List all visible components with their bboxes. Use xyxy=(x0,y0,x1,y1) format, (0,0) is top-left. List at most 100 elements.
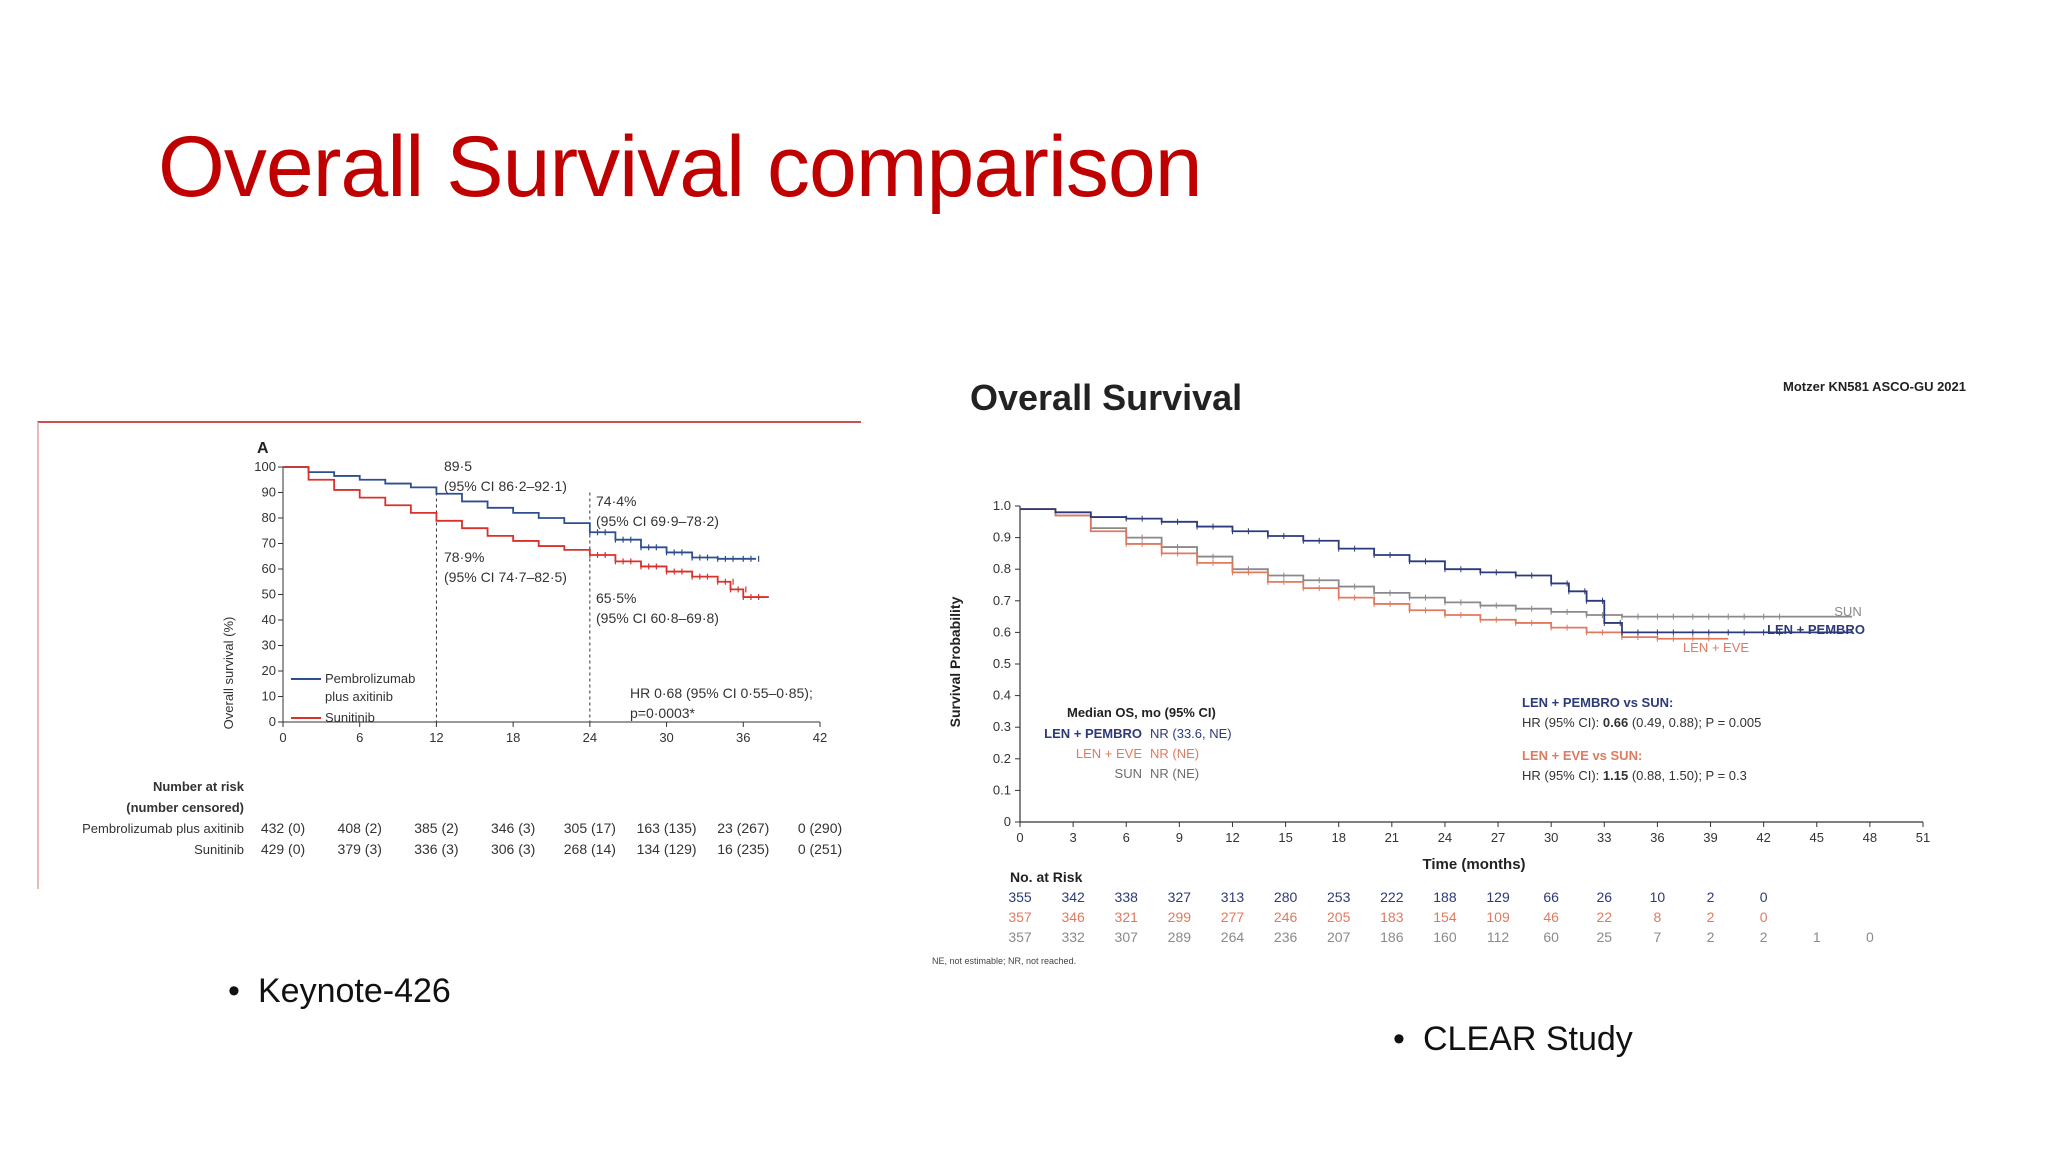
risk-value: 268 (14) xyxy=(564,841,616,857)
annotation-sun-24-ci: (95% CI 60·8–69·8) xyxy=(596,610,719,626)
annotation-pembro-12-ci: (95% CI 86·2–92·1) xyxy=(444,478,567,494)
x-tick-label: 15 xyxy=(1278,830,1292,845)
y-axis-label: Overall survival (%) xyxy=(221,617,236,730)
x-tick-label: 3 xyxy=(1070,830,1077,845)
source-citation: Motzer KN581 ASCO-GU 2021 xyxy=(1783,379,1966,394)
hr-pembro-value: HR (95% CI): 0.66 (0.49, 0.88); P = 0.00… xyxy=(1522,715,1761,730)
y-tick-label: 90 xyxy=(262,485,276,500)
series-line-len-pembro xyxy=(1020,508,1853,634)
risk-value: 357 xyxy=(1008,909,1032,925)
x-axis-label: Time (months) xyxy=(1422,856,1525,873)
annotation-sun-24: 65·5% xyxy=(596,590,636,606)
risk-value: 321 xyxy=(1115,909,1139,925)
risk-value: 16 (235) xyxy=(717,841,769,857)
hr-eve-value: HR (95% CI): 1.15 (0.88, 1.50); P = 0.3 xyxy=(1522,768,1747,783)
y-tick-label: 80 xyxy=(262,510,276,525)
hazard-ratio: HR 0·68 (95% CI 0·55–0·85); xyxy=(630,685,813,701)
annotation-pembro-24-ci: (95% CI 69·9–78·2) xyxy=(596,513,719,529)
curve-label-pembro: LEN + PEMBRO xyxy=(1767,622,1865,637)
risk-value: 129 xyxy=(1486,889,1510,905)
risk-value: 1 xyxy=(1813,929,1821,945)
p-value: p=0·0003* xyxy=(630,705,696,721)
risk-value: 355 xyxy=(1008,889,1032,905)
risk-value: 429 (0) xyxy=(261,841,305,857)
median-arm-pembro: LEN + PEMBRO xyxy=(1044,726,1142,741)
risk-value: 264 xyxy=(1221,929,1245,945)
risk-value: 163 (135) xyxy=(637,820,697,836)
risk-value: 327 xyxy=(1168,889,1192,905)
risk-row-label-sunitinib: Sunitinib xyxy=(194,842,244,857)
x-tick-label: 45 xyxy=(1810,830,1824,845)
risk-value: 154 xyxy=(1433,909,1457,925)
risk-value: 432 (0) xyxy=(261,820,305,836)
risk-value: 346 xyxy=(1061,909,1085,925)
slide-title: Overall Survival comparison xyxy=(158,119,1203,215)
x-tick-label: 18 xyxy=(1331,830,1345,845)
risk-value: 186 xyxy=(1380,929,1404,945)
clear-chart-svg: Overall Survival Motzer KN581 ASCO-GU 20… xyxy=(932,377,1966,966)
x-tick-label: 24 xyxy=(583,730,597,745)
risk-value: 313 xyxy=(1221,889,1245,905)
x-tick-label: 12 xyxy=(429,730,443,745)
annotation-sun-12-ci: (95% CI 74·7–82·5) xyxy=(444,569,567,585)
x-tick-label: 0 xyxy=(279,730,286,745)
curve-label-eve: LEN + EVE xyxy=(1683,640,1749,655)
bullet-clear: • CLEAR Study xyxy=(1393,1020,1633,1059)
y-tick-label: 70 xyxy=(262,536,276,551)
risk-value: 0 (290) xyxy=(798,820,842,836)
risk-value: 134 (129) xyxy=(637,841,697,857)
median-value-pembro: NR (33.6, NE) xyxy=(1150,726,1232,741)
x-tick-label: 48 xyxy=(1863,830,1877,845)
y-tick-label: 0.8 xyxy=(993,561,1011,576)
x-tick-label: 36 xyxy=(1650,830,1664,845)
y-tick-label: 0.4 xyxy=(993,688,1011,703)
risk-value: 289 xyxy=(1168,929,1192,945)
hr-eve-title: LEN + EVE vs SUN: xyxy=(1522,748,1642,763)
y-tick-label: 100 xyxy=(254,459,276,474)
risk-value: 7 xyxy=(1654,929,1662,945)
risk-value: 336 (3) xyxy=(414,841,458,857)
median-value-eve: NR (NE) xyxy=(1150,746,1199,761)
y-tick-label: 0.3 xyxy=(993,719,1011,734)
risk-value: 160 xyxy=(1433,929,1457,945)
risk-value: 188 xyxy=(1433,889,1457,905)
risk-value: 222 xyxy=(1380,889,1404,905)
risk-value: 236 xyxy=(1274,929,1298,945)
risk-value: 385 (2) xyxy=(414,820,458,836)
risk-value: 338 xyxy=(1115,889,1139,905)
x-tick-label: 9 xyxy=(1176,830,1183,845)
risk-value: 0 xyxy=(1760,889,1768,905)
y-tick-label: 50 xyxy=(262,587,276,602)
risk-value: 0 xyxy=(1760,909,1768,925)
legend-pembro-2: plus axitinib xyxy=(325,689,393,704)
annotation-pembro-12: 89·5 xyxy=(444,458,472,474)
median-value-sun: NR (NE) xyxy=(1150,766,1199,781)
x-tick-label: 21 xyxy=(1385,830,1399,845)
bullet-keynote: • Keynote-426 xyxy=(228,972,451,1011)
risk-value: 0 (251) xyxy=(798,841,842,857)
keynote-426-chart: 0 10 20 30 40 50 60 70 80 90 100 0 6 12 18 24 30 36 42 A O… xyxy=(37,421,861,889)
risk-subtitle: (number censored) xyxy=(126,800,244,815)
median-arm-sun: SUN xyxy=(1115,766,1142,781)
footnote: NE, not estimable; NR, not reached. xyxy=(932,956,1076,966)
x-tick-label: 33 xyxy=(1597,830,1611,845)
x-tick-label: 42 xyxy=(1756,830,1770,845)
y-tick-label: 0.1 xyxy=(993,782,1011,797)
x-tick-label: 27 xyxy=(1491,830,1505,845)
risk-row-label-pembro: Pembrolizumab plus axitinib xyxy=(82,821,244,836)
x-tick-label: 51 xyxy=(1916,830,1930,845)
risk-value: 183 xyxy=(1380,909,1404,925)
risk-value: 112 xyxy=(1487,929,1510,945)
x-tick-label: 30 xyxy=(1544,830,1558,845)
risk-value: 25 xyxy=(1597,929,1613,945)
risk-value: 60 xyxy=(1543,929,1559,945)
clear-chart-title: Overall Survival xyxy=(970,377,1242,418)
risk-value: 307 xyxy=(1115,929,1139,945)
x-tick-label: 36 xyxy=(736,730,750,745)
risk-value: 2 xyxy=(1707,929,1715,945)
risk-value: 205 xyxy=(1327,909,1351,925)
median-table-title: Median OS, mo (95% CI) xyxy=(1067,705,1216,720)
y-tick-label: 0.5 xyxy=(993,656,1011,671)
risk-value: 23 (267) xyxy=(717,820,769,836)
hr-pembro-title: LEN + PEMBRO vs SUN: xyxy=(1522,695,1673,710)
